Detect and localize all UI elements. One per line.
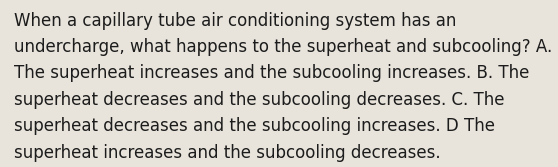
Text: superheat decreases and the subcooling decreases. C. The: superheat decreases and the subcooling d… (14, 91, 504, 109)
Text: The superheat increases and the subcooling increases. B. The: The superheat increases and the subcooli… (14, 64, 530, 82)
Text: undercharge, what happens to the superheat and subcooling? A.: undercharge, what happens to the superhe… (14, 38, 552, 56)
Text: superheat increases and the subcooling decreases.: superheat increases and the subcooling d… (14, 144, 441, 162)
Text: superheat decreases and the subcooling increases. D The: superheat decreases and the subcooling i… (14, 117, 495, 135)
Text: When a capillary tube air conditioning system has an: When a capillary tube air conditioning s… (14, 12, 456, 30)
